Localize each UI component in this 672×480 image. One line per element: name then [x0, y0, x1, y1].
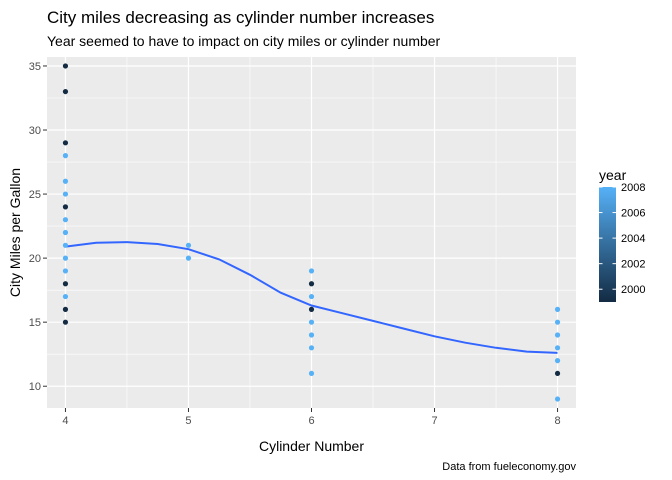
legend-tick-label: 2004	[621, 233, 645, 245]
data-point	[62, 255, 69, 261]
data-point	[62, 153, 69, 159]
y-axis-title: City Miles per Gallon	[7, 168, 23, 297]
legend: year 2000 2002 2004 2006 2008	[599, 167, 645, 302]
legend-tick-label: 2006	[621, 208, 645, 220]
y-tick-label: 30	[29, 125, 41, 137]
legend-title: year	[599, 167, 627, 183]
data-point	[62, 229, 69, 236]
y-tick-label: 20	[29, 253, 41, 265]
legend-tick-label: 2002	[621, 259, 645, 271]
y-tick-label: 10	[29, 381, 41, 393]
data-point	[62, 88, 69, 95]
y-axis: 10 15 20 25 30 35	[29, 61, 47, 393]
data-point	[62, 281, 69, 287]
data-point	[308, 268, 315, 274]
data-point	[185, 242, 192, 248]
data-point	[554, 396, 561, 402]
y-tick-label: 25	[29, 189, 41, 201]
data-point	[308, 370, 315, 377]
data-point	[62, 204, 69, 210]
data-point	[554, 358, 561, 364]
x-tick-label: 4	[62, 415, 68, 427]
y-tick-label: 35	[29, 61, 41, 73]
data-point	[62, 63, 69, 69]
x-tick-label: 8	[554, 415, 560, 427]
data-point	[308, 332, 315, 338]
data-point	[308, 345, 315, 351]
x-tick-label: 5	[185, 415, 191, 427]
chart-subtitle: Year seemed to have to impact on city mi…	[47, 33, 441, 49]
chart-title: City miles decreasing as cylinder number…	[47, 8, 434, 27]
data-point	[62, 217, 69, 223]
data-point	[62, 178, 69, 184]
data-point	[308, 306, 315, 312]
data-point	[62, 191, 69, 197]
data-point	[62, 140, 69, 146]
data-point	[62, 319, 69, 325]
legend-tick-label: 2000	[621, 284, 645, 296]
data-point	[62, 242, 69, 248]
data-point	[62, 268, 69, 274]
x-axis-title: Cylinder Number	[259, 438, 364, 454]
data-point	[308, 319, 315, 325]
legend-ticks: 2000 2002 2004 2006 2008	[599, 182, 645, 296]
smooth-trend-line	[65, 241, 558, 354]
legend-colorbar	[599, 187, 616, 302]
data-point	[308, 293, 315, 300]
data-point	[554, 319, 561, 325]
data-point	[308, 281, 315, 287]
data-point	[554, 345, 561, 351]
data-point	[62, 293, 69, 300]
data-point	[62, 306, 69, 312]
data-point	[185, 255, 192, 261]
x-tick-label: 7	[431, 415, 437, 427]
chart-caption: Data from fueleconomy.gov	[442, 461, 576, 473]
y-tick-label: 15	[29, 317, 41, 329]
legend-tick-label: 2008	[621, 182, 645, 194]
x-axis: 4 5 6 7 8	[62, 408, 561, 427]
data-points	[62, 63, 561, 402]
x-tick-label: 6	[308, 415, 314, 427]
data-point	[554, 370, 561, 377]
data-point	[554, 306, 561, 312]
data-point	[554, 332, 561, 338]
